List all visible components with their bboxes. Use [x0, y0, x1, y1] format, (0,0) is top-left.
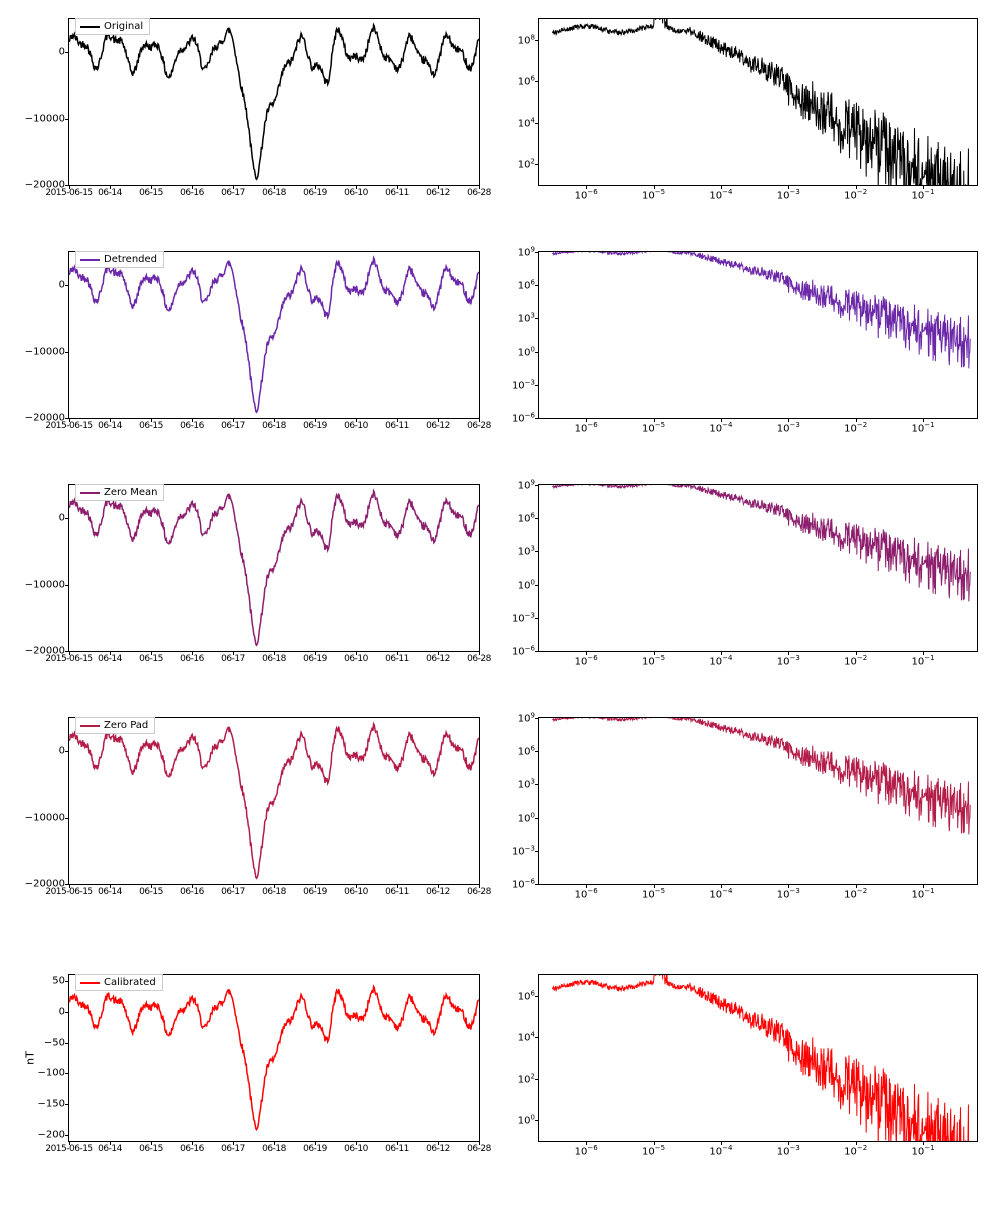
ytick: −10000 — [25, 346, 69, 357]
timeseries-line — [69, 252, 479, 418]
timeseries-panel-3: Zero Pad−20000−1000002015-06-1506-1406-1… — [68, 717, 480, 885]
legend-label: Zero Mean — [104, 487, 157, 498]
ytick: −10000 — [25, 812, 69, 823]
timeseries-panel-2: Zero Mean−20000−1000002015-06-1506-1406-… — [68, 484, 480, 652]
legend-0: Original — [75, 18, 150, 35]
spectrum-panel-4: 10010210410610−610−510−410−310−210−1 — [538, 974, 978, 1142]
spectrum-panel-2: 10−610−310010310610910−610−510−410−310−2… — [538, 484, 978, 652]
timeseries-line — [69, 485, 479, 651]
legend-swatch — [80, 725, 100, 727]
timeseries-line — [69, 718, 479, 884]
ylabel: nT — [23, 1051, 36, 1065]
chart-row-2: Zero Mean−20000−1000002015-06-1506-1406-… — [10, 476, 989, 676]
legend-2: Zero Mean — [75, 484, 164, 501]
timeseries-panel-1: Detrended−20000−1000002015-06-1506-1406-… — [68, 251, 480, 419]
timeseries-line — [69, 975, 479, 1141]
timeseries-panel-0: Original−20000−1000002015-06-1506-1406-1… — [68, 18, 480, 186]
ytick: −10000 — [25, 579, 69, 590]
timeseries-panel-4: Calibrated−200−150−100−500502015-06-1506… — [68, 974, 480, 1142]
chart-row-0: Original−20000−1000002015-06-1506-1406-1… — [10, 10, 989, 210]
chart-row-1: Detrended−20000−1000002015-06-1506-1406-… — [10, 243, 989, 443]
legend-label: Calibrated — [104, 977, 156, 988]
chart-row-4: Calibrated−200−150−100−500502015-06-1506… — [10, 966, 989, 1166]
spectrum-line — [539, 252, 977, 418]
spectrum-panel-0: 10210410610810−610−510−410−310−210−1 — [538, 18, 978, 186]
figure-grid: Original−20000−1000002015-06-1506-1406-1… — [10, 10, 989, 1199]
legend-label: Original — [104, 21, 143, 32]
legend-swatch — [80, 26, 100, 28]
ytick: −10000 — [25, 113, 69, 124]
spectrum-line — [539, 19, 977, 185]
spectrum-line — [539, 718, 977, 884]
timeseries-line — [69, 19, 479, 185]
legend-label: Detrended — [104, 254, 157, 265]
spectrum-line — [539, 485, 977, 651]
chart-row-3: Zero Pad−20000−1000002015-06-1506-1406-1… — [10, 709, 989, 909]
legend-3: Zero Pad — [75, 717, 155, 734]
legend-swatch — [80, 492, 100, 494]
legend-swatch — [80, 982, 100, 984]
legend-swatch — [80, 259, 100, 261]
spectrum-line — [539, 975, 977, 1141]
legend-1: Detrended — [75, 251, 164, 268]
spectrum-panel-3: 10−610−310010310610910−610−510−410−310−2… — [538, 717, 978, 885]
legend-4: Calibrated — [75, 974, 163, 991]
spectrum-panel-1: 10−610−310010310610910−610−510−410−310−2… — [538, 251, 978, 419]
legend-label: Zero Pad — [104, 720, 148, 731]
